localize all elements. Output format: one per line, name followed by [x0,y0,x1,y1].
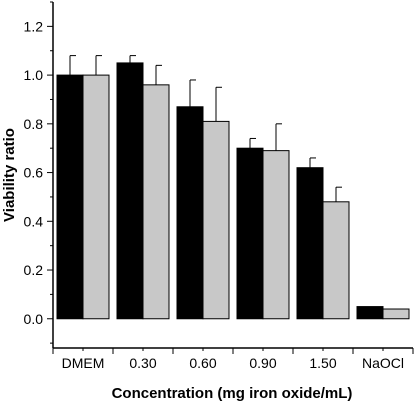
bar-series1-0.90 [236,147,264,320]
y-tick-label-0.6: 0.6 [24,165,44,181]
y-tick-label-0.0: 0.0 [24,311,44,327]
bar-series1-DMEM [56,74,84,320]
bars-layer [56,62,410,320]
bar-series2-0.30 [142,84,170,320]
error-bars-layer [69,55,342,202]
bar-series1-1.50 [296,167,324,320]
y-tick-label-0.2: 0.2 [24,262,44,278]
x-tick-label-1.50: 1.50 [309,355,336,371]
y-tick-label-0.8: 0.8 [24,116,44,132]
bar-series2-0.60 [202,120,230,320]
y-tick-label-0.4: 0.4 [24,213,44,229]
x-tick-label-0.60: 0.60 [189,355,216,371]
tick-labels-layer: DMEM 0.30 0.60 0.90 1.50 NaOCl 0.0 0.2 0.4 0.6 0.8… [24,18,404,371]
bar-series2-0.90 [262,150,290,320]
x-axis-title: Concentration (mg iron oxide/mL) [112,385,353,402]
y-axis-title: Viability ratio [1,128,18,222]
bar-series1-0.60 [176,106,204,320]
y-tick-label-1.0: 1.0 [24,67,44,83]
x-tick-label-0.30: 0.30 [129,355,156,371]
x-tick-label-NaOCl: NaOCl [362,355,404,371]
x-tick-label-DMEM: DMEM [62,355,105,371]
bar-series1-NaOCl [356,306,384,320]
bar-series2-NaOCl [382,308,410,320]
bar-series2-1.50 [322,201,350,320]
x-tick-label-0.90: 0.90 [249,355,276,371]
bar-series2-DMEM [82,74,110,320]
bar-series1-0.30 [116,62,144,320]
axes-layer [47,1,414,354]
y-tick-label-1.2: 1.2 [24,18,44,34]
